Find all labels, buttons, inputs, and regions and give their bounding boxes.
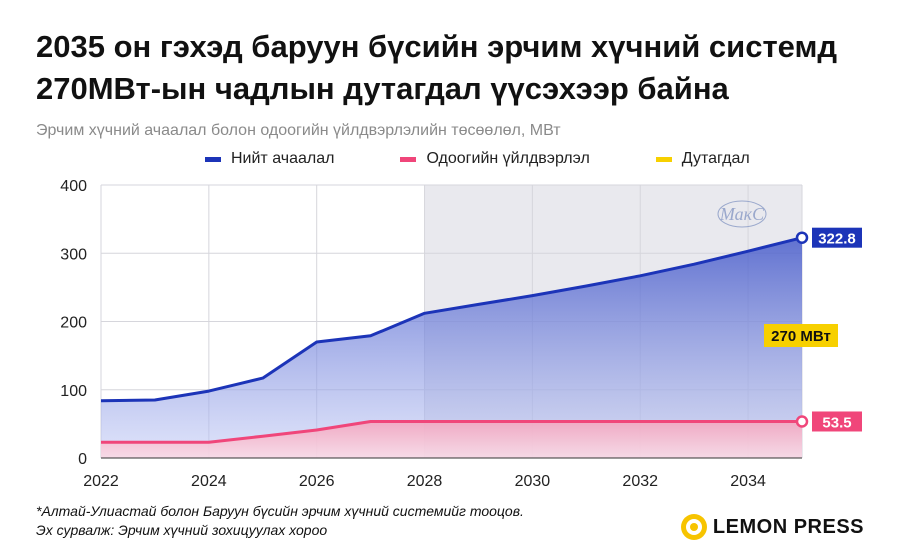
- y-tick-200: 200: [60, 315, 87, 332]
- production-area: [101, 421, 802, 458]
- legend-swatch-deficit: [655, 156, 672, 162]
- chart-subtitle: Эрчим хүчний ачаалал болон одоогийн үйлд…: [36, 122, 561, 139]
- footer: *Алтай-Улиастай болон Баруун бүсийн эрчи…: [36, 502, 524, 540]
- legend-label-deficit: Дутагдал: [681, 150, 750, 167]
- x-tick-2034: 2034: [730, 473, 766, 490]
- x-tick-2026: 2026: [299, 473, 335, 490]
- lemon-icon: [680, 514, 707, 540]
- end-markers: 322.8 53.5 270 МВт: [764, 227, 862, 432]
- legend-item-production: Одоогийн үйлдвэрлэл: [400, 150, 590, 168]
- chart-title: 2035 он гэхэд баруун бүсийн эрчим хүчний…: [36, 29, 838, 106]
- x-tick-labels: 2022 2024 2026 2028 2030 2032 2034: [83, 473, 766, 490]
- brand-name: LEMON PRESS: [712, 515, 864, 538]
- production-end-point: [795, 415, 809, 428]
- x-tick-2032: 2032: [622, 473, 658, 490]
- legend-label-load: Нийт ачаалал: [231, 150, 335, 167]
- y-tick-labels: 0 100 200 300 400: [60, 178, 87, 468]
- load-end-point: [795, 231, 809, 244]
- deficit-annotation: 270 МВт: [771, 328, 831, 345]
- load-area: [101, 237, 802, 458]
- y-tick-400: 400: [60, 178, 87, 195]
- production-end-label-box: [812, 411, 862, 432]
- production-line: [101, 420, 802, 444]
- y-tick-100: 100: [60, 383, 87, 400]
- deficit-annotation-box: [764, 324, 838, 347]
- watermark-ring: [717, 200, 767, 228]
- watermark-logo: МакС: [719, 204, 765, 224]
- x-tick-2028: 2028: [407, 473, 443, 490]
- legend-label-production: Одоогийн үйлдвэрлэл: [426, 150, 590, 167]
- x-tick-2022: 2022: [83, 473, 119, 490]
- x-tick-2024: 2024: [191, 473, 227, 490]
- footer-note: *Алтай-Улиастай болон Баруун бүсийн эрчи…: [36, 503, 524, 519]
- y-tick-0: 0: [78, 451, 87, 468]
- production-end-label: 53.5: [822, 414, 851, 431]
- legend-item-deficit: Дутагдал: [655, 150, 750, 168]
- x-tick-2030: 2030: [515, 473, 551, 490]
- legend-swatch-production: [400, 156, 417, 162]
- legend-swatch-load: [205, 156, 221, 162]
- footer-source: Эх сурвалж: Эрчим хүчний зохицуулах хоро…: [36, 522, 328, 538]
- load-end-label-box: [812, 227, 862, 248]
- legend-item-load: Нийт ачаалал: [205, 150, 334, 168]
- brand-logo: LEMON PRESS: [680, 514, 864, 540]
- load-end-label: 322.8: [818, 231, 856, 248]
- y-tick-300: 300: [60, 246, 87, 263]
- chart-legend: Нийт ачаалал Одоогийн үйлдвэрлэл Дутагда…: [205, 150, 816, 168]
- load-line: [100, 236, 803, 403]
